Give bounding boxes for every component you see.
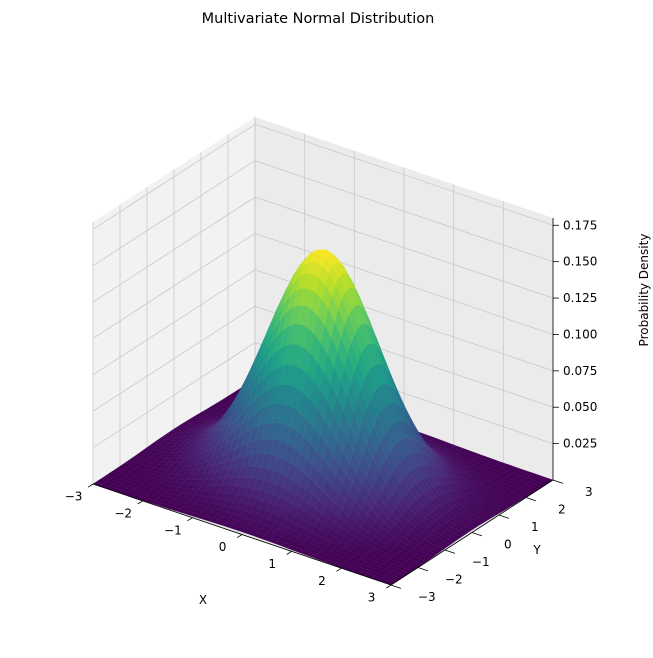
z-axis-title: Probability Density bbox=[637, 234, 651, 347]
y-tick bbox=[444, 549, 456, 554]
tick-marks bbox=[87, 224, 564, 589]
y-tick-label: 2 bbox=[558, 503, 566, 517]
y-tick bbox=[471, 532, 483, 537]
grid-line-z bbox=[92, 160, 554, 267]
x-tick-label: −2 bbox=[114, 506, 132, 520]
y-tick-label: −3 bbox=[418, 590, 436, 604]
x-tick bbox=[336, 567, 342, 572]
y-tick-label: 0 bbox=[504, 538, 512, 552]
y-tick bbox=[525, 497, 537, 502]
x-tick bbox=[236, 534, 243, 538]
y-tick bbox=[498, 514, 510, 519]
x-tick-label: 2 bbox=[318, 574, 326, 588]
grid-line-z bbox=[92, 123, 554, 230]
x-tick-label: 0 bbox=[219, 540, 227, 554]
x-tick-label: −3 bbox=[65, 490, 83, 504]
z-tick-label: 0.075 bbox=[563, 364, 597, 378]
y-tick bbox=[390, 584, 402, 589]
grid-line-z bbox=[92, 196, 554, 303]
z-tick-label: 0.025 bbox=[563, 437, 597, 451]
z-tick-label: 0.150 bbox=[563, 255, 597, 269]
z-tick-label: 0.050 bbox=[563, 400, 597, 414]
y-axis-title: Y bbox=[532, 543, 541, 557]
x-tick-label: 3 bbox=[368, 591, 376, 605]
grid-line-z bbox=[92, 269, 554, 376]
grid-line-z bbox=[92, 305, 554, 412]
x-tick bbox=[286, 550, 292, 555]
z-tick-label: 0.125 bbox=[563, 291, 597, 305]
grid-line-z bbox=[92, 232, 554, 339]
grid-line-z bbox=[92, 342, 554, 448]
y-tick-label: 3 bbox=[585, 485, 593, 499]
y-tick-label: −2 bbox=[445, 573, 463, 587]
x-tick-label: 1 bbox=[268, 557, 276, 571]
y-tick-label: −1 bbox=[472, 555, 490, 569]
x-tick bbox=[187, 517, 193, 522]
x-tick bbox=[137, 500, 143, 505]
x-axis-title: X bbox=[199, 593, 207, 607]
chart-title: Multivariate Normal Distribution bbox=[202, 11, 435, 27]
x-tick bbox=[385, 584, 392, 589]
y-tick bbox=[552, 479, 564, 484]
x-tick bbox=[87, 483, 94, 488]
z-tick-label: 0.100 bbox=[563, 327, 597, 341]
x-tick-label: −1 bbox=[164, 523, 182, 537]
y-tick-label: 1 bbox=[531, 520, 539, 534]
y-tick bbox=[417, 567, 429, 572]
density-surface bbox=[92, 249, 554, 586]
z-tick-label: 0.175 bbox=[563, 218, 597, 232]
